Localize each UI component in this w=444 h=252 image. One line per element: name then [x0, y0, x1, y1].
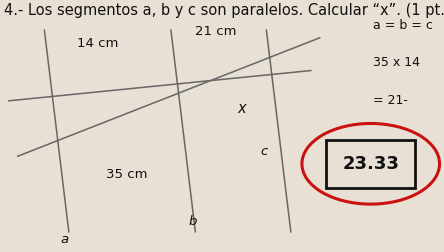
- Text: 23.33: 23.33: [342, 155, 399, 173]
- Text: a: a: [60, 233, 68, 246]
- Text: x: x: [238, 101, 246, 116]
- Text: = 21-: = 21-: [373, 94, 408, 107]
- Text: 35 cm: 35 cm: [106, 168, 147, 181]
- Text: 4.- Los segmentos a, b y c son paralelos. Calcular “x”. (1 pt.): 4.- Los segmentos a, b y c son paralelos…: [4, 3, 444, 18]
- Text: a = b = c: a = b = c: [373, 19, 433, 32]
- Text: b: b: [189, 215, 197, 228]
- FancyBboxPatch shape: [326, 140, 415, 188]
- Text: 35 x 14: 35 x 14: [373, 56, 420, 70]
- Text: c: c: [261, 145, 268, 158]
- Text: 14 cm: 14 cm: [77, 37, 119, 50]
- Text: 21 cm: 21 cm: [194, 25, 236, 38]
